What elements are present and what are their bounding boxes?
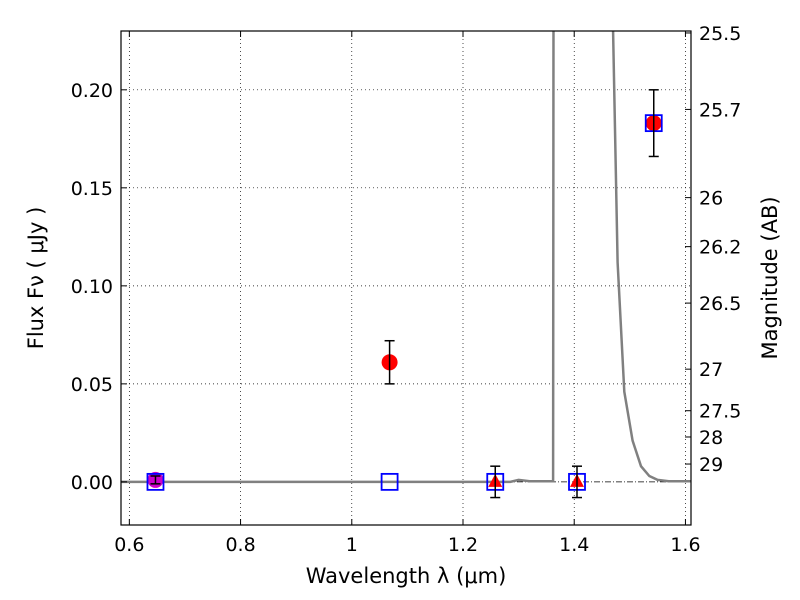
y2-tick-label: 25.7 (699, 99, 741, 121)
y2-tick-label: 27 (699, 359, 723, 381)
plot-frame (120, 30, 692, 526)
x-tick-label: 1.2 (448, 534, 478, 556)
y-tick-label: 0.05 (71, 374, 113, 396)
template-line (121, 31, 691, 484)
y2-tick-label: 26.2 (699, 237, 741, 259)
y2-axis: 25.5 25.7 26 26.2 26.5 27 27.5 28 29 (685, 23, 741, 476)
y2-tick-label: 26 (699, 188, 723, 210)
y2-tick-label: 27.5 (699, 401, 741, 423)
y-tick-label: 0.15 (71, 178, 113, 200)
model-point-square (380, 472, 399, 491)
y2-tick-label: 25.5 (699, 23, 741, 45)
y2-axis-label: Magnitude (AB) (758, 196, 782, 359)
x-tick-label: 1 (346, 534, 358, 556)
y2-tick-label: 26.5 (699, 293, 741, 315)
plot-area (121, 31, 691, 499)
y2-tick-label: 29 (699, 454, 723, 476)
x-tick-label: 0.6 (114, 534, 144, 556)
x-tick-label: 1.4 (559, 534, 589, 556)
model-point-square (146, 472, 165, 491)
x-tick-label: 1.6 (670, 534, 700, 556)
y2-tick-label: 28 (699, 427, 723, 449)
x-axis: 0.6 0.8 1 1.2 1.4 1.6 (114, 31, 701, 556)
x-tick-label: 0.8 (225, 534, 255, 556)
y-tick-label: 0.20 (71, 80, 113, 102)
y-tick-label: 0.10 (71, 276, 113, 298)
y-axis: 0.00 0.05 0.10 0.15 0.20 (71, 80, 127, 494)
x-axis-label: Wavelength λ (μm) (306, 564, 507, 588)
y-tick-label: 0.00 (71, 472, 113, 494)
grid (121, 31, 691, 525)
y-axis-label: Flux Fν ( μJy ) (24, 207, 48, 350)
